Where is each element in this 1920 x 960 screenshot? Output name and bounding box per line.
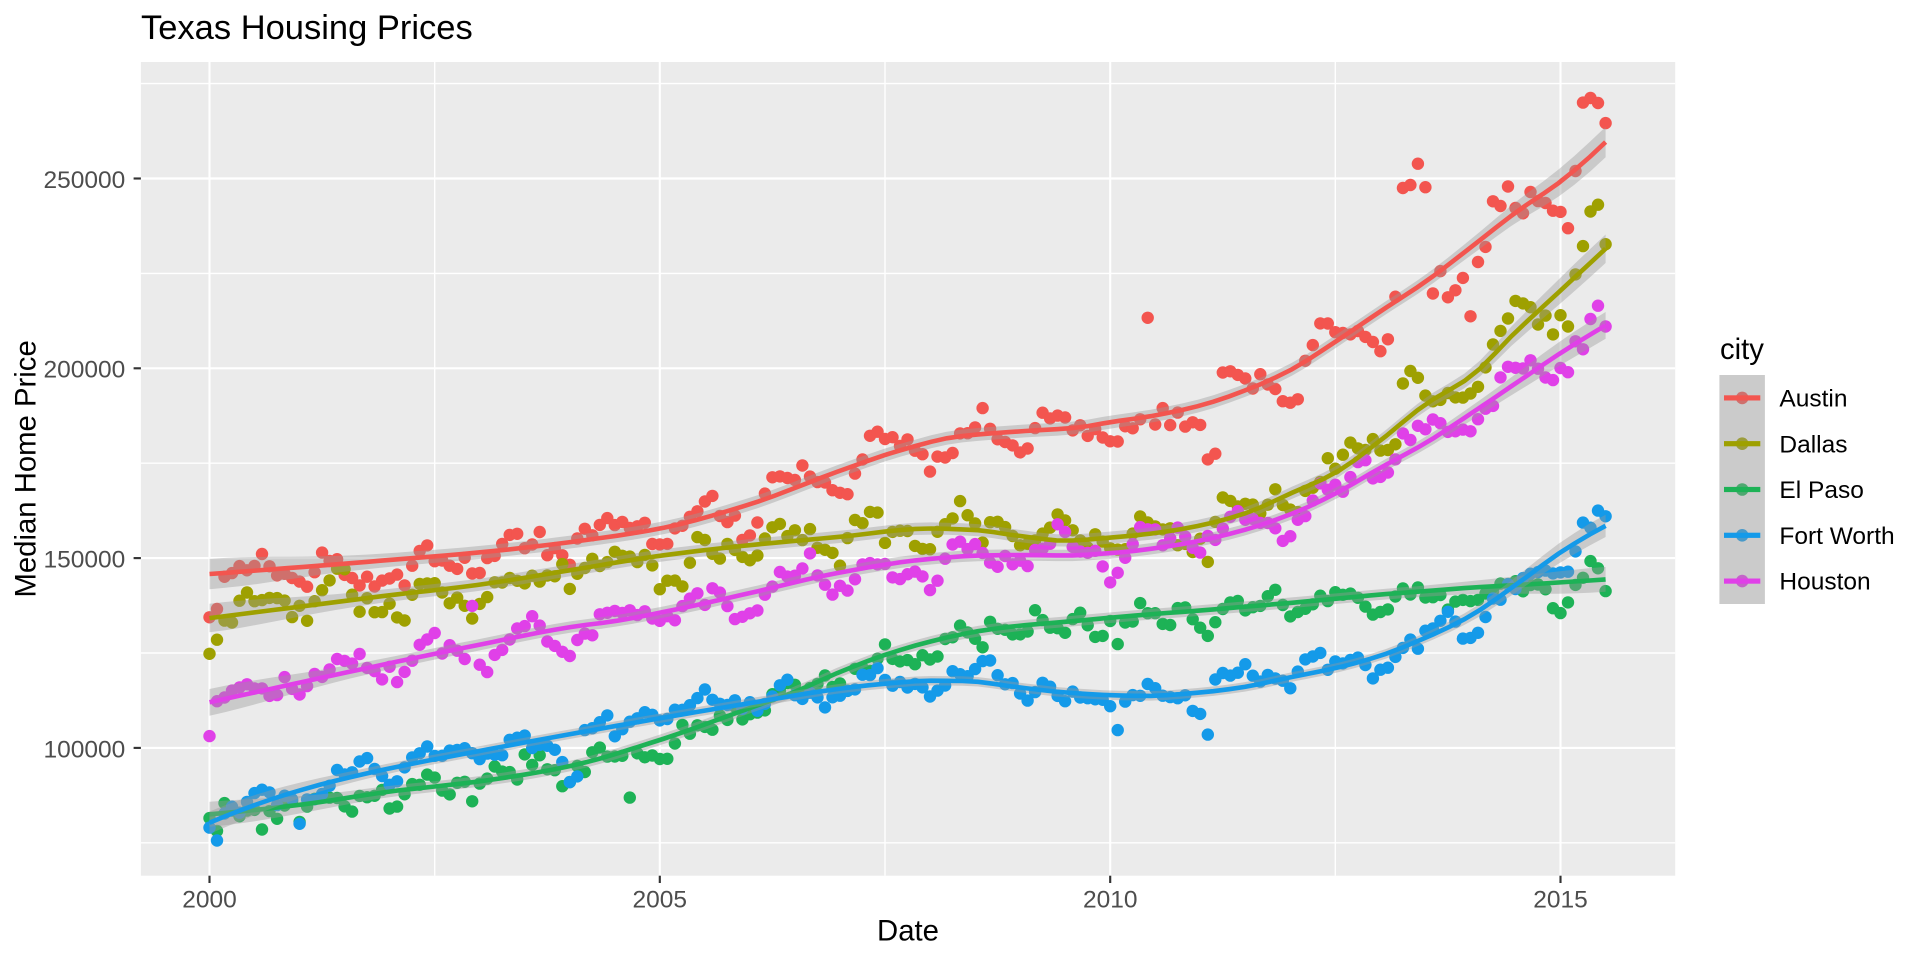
svg-text:Median Home Price: Median Home Price bbox=[10, 340, 43, 597]
svg-text:Date: Date bbox=[877, 914, 939, 947]
svg-text:city: city bbox=[1720, 333, 1764, 366]
svg-text:200000: 200000 bbox=[44, 357, 126, 384]
svg-text:Dallas: Dallas bbox=[1779, 431, 1847, 458]
svg-text:2005: 2005 bbox=[633, 886, 688, 913]
svg-text:Texas Housing Prices: Texas Housing Prices bbox=[141, 9, 473, 47]
svg-text:2000: 2000 bbox=[182, 886, 237, 913]
svg-text:Austin: Austin bbox=[1779, 386, 1847, 413]
svg-text:150000: 150000 bbox=[44, 547, 126, 574]
svg-text:El Paso: El Paso bbox=[1779, 477, 1863, 504]
svg-text:Houston: Houston bbox=[1779, 569, 1870, 596]
svg-text:Fort Worth: Fort Worth bbox=[1779, 523, 1894, 550]
svg-text:2010: 2010 bbox=[1083, 886, 1138, 913]
svg-text:100000: 100000 bbox=[44, 736, 126, 763]
svg-text:250000: 250000 bbox=[44, 167, 126, 194]
svg-text:2015: 2015 bbox=[1533, 886, 1588, 913]
